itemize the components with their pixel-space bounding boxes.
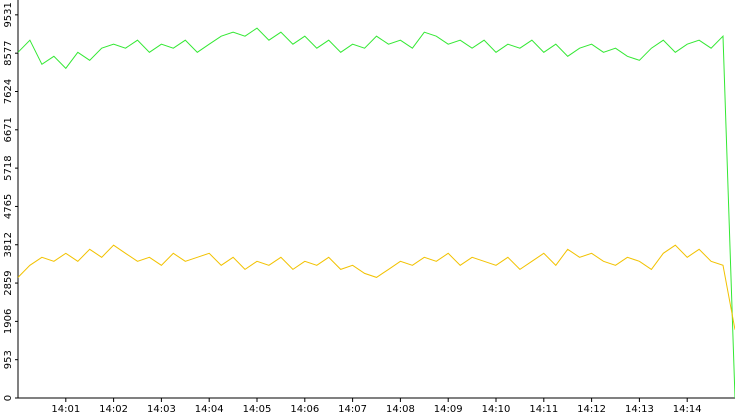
x-tick-label: 14:10: [482, 404, 511, 415]
series-line: [17, 244, 735, 330]
y-tick-label: 5718: [3, 155, 14, 180]
x-tick-label: 14:07: [338, 404, 367, 415]
y-tick-label: 4765: [3, 194, 14, 219]
x-tick-label: 14:06: [290, 404, 319, 415]
y-tick-label: 8577: [3, 40, 14, 65]
y-tick-label: 3812: [3, 232, 14, 257]
y-tick-label: 1906: [3, 309, 14, 334]
x-tick-label: 14:03: [147, 404, 176, 415]
y-tick-label: 2859: [3, 270, 14, 295]
y-tick-label: 6671: [3, 117, 14, 142]
x-tick-label: 14:12: [577, 404, 606, 415]
x-tick-label: 14:02: [99, 404, 128, 415]
y-tick-label: 7624: [3, 79, 14, 104]
x-tick-label: 14:04: [195, 404, 224, 415]
y-tick-label: 9531: [3, 2, 14, 27]
x-tick-label: 14:01: [51, 404, 80, 415]
x-tick-label: 14:11: [529, 404, 558, 415]
series-line: [17, 27, 735, 399]
x-tick-label: 14:14: [673, 404, 702, 415]
x-tick-label: 14:09: [434, 404, 463, 415]
y-tick-label: 953: [3, 350, 14, 369]
x-tick-label: 14:08: [386, 404, 415, 415]
x-tick-label: 14:13: [625, 404, 654, 415]
x-tick-label: 14:05: [243, 404, 272, 415]
y-tick-label: 0: [3, 395, 14, 401]
